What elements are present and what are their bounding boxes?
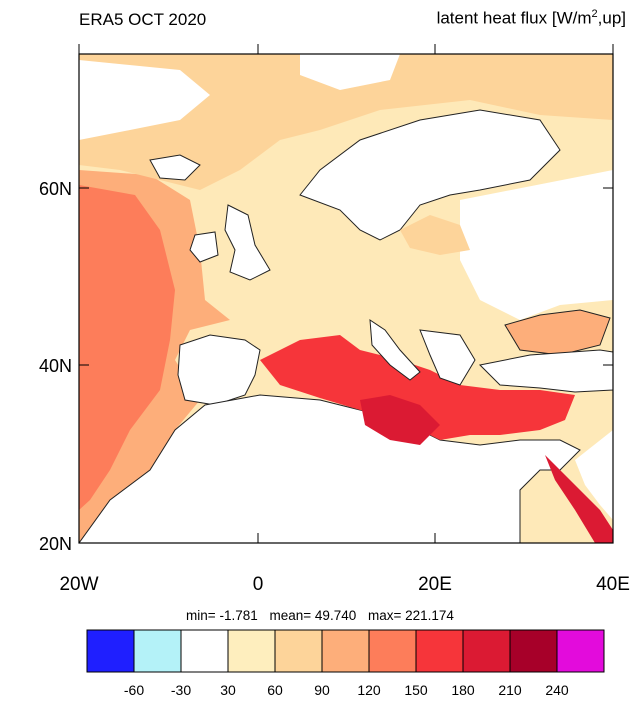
colorbar-tick-label: 180 xyxy=(451,682,475,698)
colorbar-box xyxy=(180,629,229,673)
eastern-europe-land xyxy=(460,170,613,320)
turkey-land xyxy=(478,349,613,393)
map-field xyxy=(79,54,613,543)
great-britain-land xyxy=(224,204,271,281)
map-title-left: ERA5 OCT 2020 xyxy=(79,10,207,29)
mediterranean-flux xyxy=(260,335,575,440)
colorbar-box xyxy=(462,629,511,673)
stat-max-value: 221.174 xyxy=(405,608,454,623)
colorbar-tick-label: 210 xyxy=(498,682,522,698)
map-ticks xyxy=(78,44,614,543)
lon-label-20e: 20E xyxy=(418,574,452,595)
colorbar-tick-label: 90 xyxy=(314,682,330,698)
baltic-sea-flux xyxy=(400,215,470,255)
units-superscript: 2 xyxy=(591,8,598,20)
atlantic-high-flux xyxy=(79,185,175,510)
lon-label-0: 0 xyxy=(253,574,264,595)
iceland-land xyxy=(149,154,201,181)
colorbar-box xyxy=(556,629,605,673)
colorbar-box xyxy=(509,629,558,673)
lat-label-60n: 60N xyxy=(39,179,72,199)
colorbar-box xyxy=(415,629,464,673)
italy-land xyxy=(369,319,421,381)
colorbar-box xyxy=(86,629,135,673)
lon-label-40e: 40E xyxy=(596,574,630,595)
central-med-max-flux xyxy=(360,395,440,445)
colorbar-tick-label: -60 xyxy=(124,682,144,698)
map-frame xyxy=(78,53,614,544)
colorbar-tick-label: 240 xyxy=(545,682,569,698)
lat-label-20n: 20N xyxy=(39,534,72,554)
stat-mean-label: mean= xyxy=(269,608,312,623)
colorbar-box xyxy=(274,629,323,673)
colorbar-boxes xyxy=(86,629,605,673)
colorbar-labels: -60 -30 30 60 90 120 150 180 210 240 xyxy=(124,682,569,698)
stat-min-label: min= xyxy=(186,608,216,623)
colorbar-box xyxy=(321,629,370,673)
colorbar-box xyxy=(133,629,182,673)
lon-label-20w: 20W xyxy=(59,574,98,595)
scandinavia-land xyxy=(299,109,561,241)
colorbar-tick-label: 30 xyxy=(220,682,236,698)
stat-mean-value: 49.740 xyxy=(314,608,357,623)
svalbard-region xyxy=(300,54,400,90)
units-prefix: latent heat flux [W/m xyxy=(436,8,592,28)
black-sea-flux xyxy=(504,309,611,356)
lat-label-40n: 40N xyxy=(39,356,72,376)
stats-line: min= -1.781 mean= 49.740 max= 221.174 xyxy=(0,608,640,623)
iberia-land xyxy=(177,334,261,406)
north-sea-flux xyxy=(79,54,613,190)
stat-max-label: max= xyxy=(367,608,402,623)
colorbar-tick-label: 60 xyxy=(267,682,283,698)
stat-min-value: -1.781 xyxy=(219,608,258,623)
red-sea-flux xyxy=(545,455,613,543)
greenland-region xyxy=(79,60,210,140)
ireland-land xyxy=(189,231,219,263)
map-title-right: latent heat flux [W/m2,up] xyxy=(437,8,626,29)
balkans-land xyxy=(419,329,476,386)
colorbar-box xyxy=(227,629,276,673)
units-suffix: ,up] xyxy=(597,8,626,28)
colorbar-box xyxy=(368,629,417,673)
arabia-land xyxy=(575,430,613,520)
colorbar-tick-label: 150 xyxy=(404,682,428,698)
colorbar-tick-label: 120 xyxy=(357,682,381,698)
colorbar-tick-label: -30 xyxy=(171,682,191,698)
